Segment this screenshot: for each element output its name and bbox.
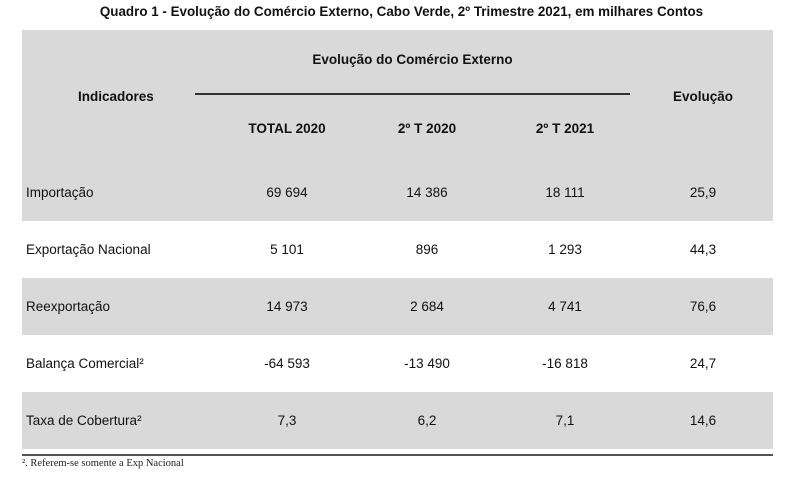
footnote: ². Referem-se somente a Exp Nacional: [22, 458, 184, 469]
row-label: Reexportação: [26, 299, 111, 314]
cell-evolucao: 14,6: [689, 413, 717, 428]
row-label: Importação: [26, 185, 94, 200]
header-evolucao: Evolução: [672, 89, 734, 104]
table-row: Importação 69 694 14 386 18 111 25,9: [22, 164, 773, 221]
cell-evolucao: 76,6: [689, 299, 717, 314]
cell-total-2020: 5 101: [270, 242, 304, 257]
cell-2t-2021: 1 293: [548, 242, 582, 257]
cell-total-2020: 14 973: [266, 299, 308, 314]
cell-2t-2021: 18 111: [545, 185, 585, 200]
cell-2t-2020: 896: [415, 242, 439, 257]
header-2t-2021: 2º T 2021: [535, 121, 595, 136]
header-group: Evolução do Comércio Externo: [312, 52, 513, 67]
cell-total-2020: -64 593: [264, 356, 310, 371]
trade-table: Indicadores Evolução do Comércio Externo…: [22, 30, 773, 449]
cell-2t-2021: 4 741: [548, 299, 582, 314]
cell-2t-2020: 14 386: [406, 185, 448, 200]
cell-evolucao: 25,9: [689, 185, 717, 200]
table-row: Exportação Nacional 5 101 896 1 293 44,3: [22, 221, 773, 278]
table-title: Quadro 1 - Evolução do Comércio Externo,…: [99, 4, 704, 19]
header-group-rule: [195, 93, 630, 95]
cell-evolucao: 44,3: [689, 242, 717, 257]
cell-2t-2020: 6,2: [417, 413, 437, 428]
cell-2t-2021: -16 818: [542, 356, 588, 371]
header-total-2020: TOTAL 2020: [248, 121, 326, 136]
cell-total-2020: 69 694: [266, 185, 308, 200]
row-label: Balança Comercial²: [26, 356, 144, 371]
cell-2t-2020: -13 490: [404, 356, 450, 371]
cell-2t-2021: 7,1: [555, 413, 575, 428]
row-label: Taxa de Cobertura²: [26, 413, 142, 428]
header-indicadores: Indicadores: [78, 89, 154, 104]
cell-total-2020: 7,3: [277, 413, 297, 428]
cell-2t-2020: 2 684: [410, 299, 444, 314]
table-row: Balança Comercial² -64 593 -13 490 -16 8…: [22, 335, 773, 392]
table-row: Taxa de Cobertura² 7,3 6,2 7,1 14,6: [22, 392, 773, 449]
table-bottom-rule: [22, 454, 773, 456]
table-row: Reexportação 14 973 2 684 4 741 76,6: [22, 278, 773, 335]
row-label: Exportação Nacional: [26, 242, 151, 257]
table-header: Indicadores Evolução do Comércio Externo…: [22, 30, 773, 164]
header-2t-2020: 2º T 2020: [397, 121, 457, 136]
cell-evolucao: 24,7: [689, 356, 717, 371]
